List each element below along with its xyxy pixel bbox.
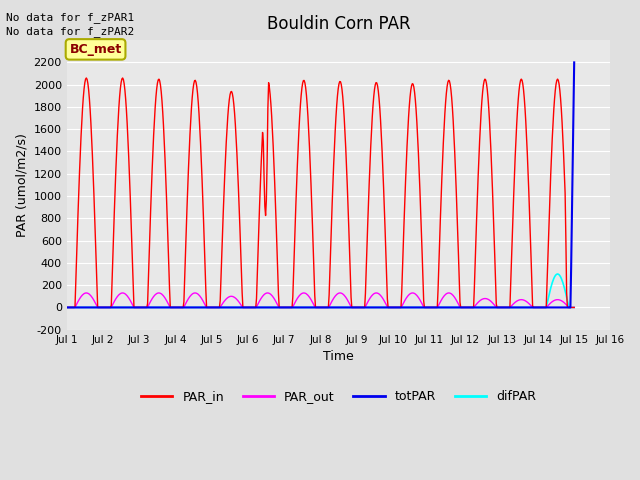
PAR_out (83, 290, 90, 296)
PAR_in (229, 95, 237, 101)
Legend: PAR_in, PAR_out, totPAR, difPAR: PAR_in, PAR_out, totPAR, difPAR (136, 385, 541, 408)
totPAR (198, 305, 206, 311)
totPAR (570, 60, 578, 65)
Text: No data for f_zPAR2: No data for f_zPAR2 (6, 26, 134, 37)
PAR_in (524, 150, 531, 156)
Text: No data for f_zPAR1: No data for f_zPAR1 (6, 12, 134, 23)
totPAR (145, 305, 153, 311)
totPAR (523, 305, 531, 311)
totPAR (228, 305, 236, 311)
PAR_out (199, 298, 207, 303)
PAR_in (77, 133, 85, 139)
difPAR (490, 305, 498, 311)
difPAR (228, 305, 236, 311)
difPAR (145, 305, 153, 311)
PAR_in (83, 75, 90, 81)
X-axis label: Time: Time (323, 350, 354, 363)
Line: totPAR: totPAR (67, 62, 574, 308)
PAR_out (229, 294, 237, 300)
PAR_in (199, 197, 207, 203)
difPAR (570, 305, 578, 311)
difPAR (523, 305, 531, 311)
difPAR (554, 271, 561, 277)
totPAR (77, 305, 85, 311)
difPAR (63, 305, 70, 311)
Title: Bouldin Corn PAR: Bouldin Corn PAR (267, 15, 410, 33)
PAR_out (524, 300, 531, 305)
Line: difPAR: difPAR (67, 274, 574, 308)
Text: BC_met: BC_met (70, 43, 122, 56)
Line: PAR_in: PAR_in (67, 78, 574, 308)
PAR_in (570, 305, 578, 311)
totPAR (490, 305, 498, 311)
Y-axis label: PAR (umol/m2/s): PAR (umol/m2/s) (15, 133, 28, 237)
PAR_out (77, 294, 85, 300)
Line: PAR_out: PAR_out (67, 293, 574, 308)
PAR_out (146, 300, 154, 306)
PAR_in (491, 253, 499, 259)
PAR_out (570, 305, 578, 311)
PAR_in (146, 230, 154, 236)
PAR_out (491, 302, 499, 308)
difPAR (77, 305, 85, 311)
totPAR (63, 305, 70, 311)
PAR_out (63, 305, 70, 311)
difPAR (198, 305, 206, 311)
PAR_in (63, 305, 70, 311)
